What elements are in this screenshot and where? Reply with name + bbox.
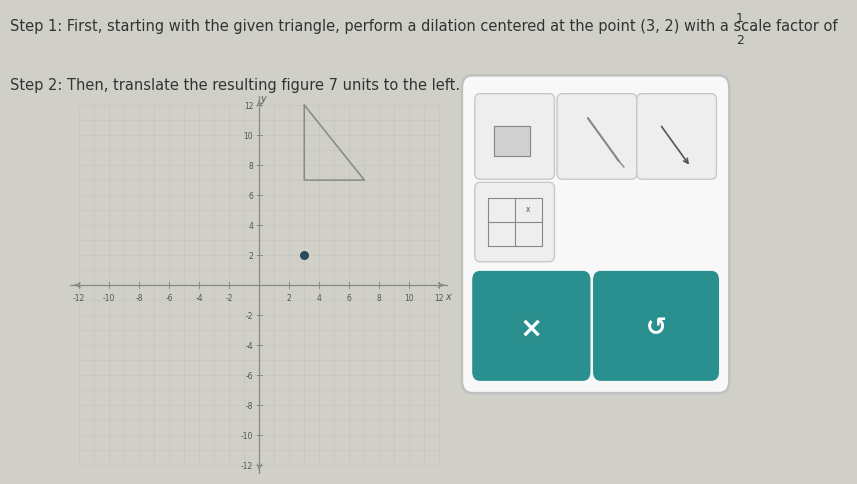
Text: 2: 2 <box>249 251 253 260</box>
Text: -6: -6 <box>165 294 173 303</box>
Text: -8: -8 <box>135 294 143 303</box>
Polygon shape <box>494 126 530 157</box>
FancyBboxPatch shape <box>475 94 554 180</box>
Text: 12: 12 <box>434 294 444 303</box>
Text: -2: -2 <box>225 294 233 303</box>
Text: 2: 2 <box>287 294 291 303</box>
Text: ↺: ↺ <box>645 316 667 340</box>
FancyBboxPatch shape <box>472 272 590 381</box>
Text: -12: -12 <box>241 461 253 470</box>
Text: -10: -10 <box>103 294 116 303</box>
Text: -4: -4 <box>246 341 253 350</box>
FancyBboxPatch shape <box>462 76 729 393</box>
Text: 8: 8 <box>249 161 253 170</box>
Text: 12: 12 <box>243 101 253 110</box>
Text: x: x <box>446 291 451 302</box>
Text: 1: 1 <box>735 12 744 25</box>
FancyBboxPatch shape <box>475 183 554 262</box>
Text: ×: × <box>519 314 543 342</box>
Text: x: x <box>526 204 530 213</box>
Text: -2: -2 <box>246 311 253 320</box>
Text: -4: -4 <box>195 294 203 303</box>
Text: -6: -6 <box>246 371 253 380</box>
Text: 10: 10 <box>405 294 414 303</box>
Point <box>297 252 311 259</box>
FancyBboxPatch shape <box>637 94 716 180</box>
Text: y: y <box>261 93 266 104</box>
Text: 6: 6 <box>249 191 253 200</box>
Text: .: . <box>752 19 757 34</box>
Text: Step 2: Then, translate the resulting figure 7 units to the left.: Step 2: Then, translate the resulting fi… <box>10 77 460 92</box>
Text: 4: 4 <box>317 294 321 303</box>
Text: -10: -10 <box>241 431 253 440</box>
FancyBboxPatch shape <box>557 94 637 180</box>
Text: -8: -8 <box>246 401 253 410</box>
Text: -12: -12 <box>73 294 85 303</box>
Text: 8: 8 <box>377 294 381 303</box>
Text: 10: 10 <box>243 131 253 140</box>
FancyBboxPatch shape <box>593 272 719 381</box>
Text: 4: 4 <box>249 221 253 230</box>
Text: Step 1: First, starting with the given triangle, perform a dilation centered at : Step 1: First, starting with the given t… <box>10 19 842 34</box>
Text: 6: 6 <box>347 294 351 303</box>
Text: 2: 2 <box>735 34 744 47</box>
